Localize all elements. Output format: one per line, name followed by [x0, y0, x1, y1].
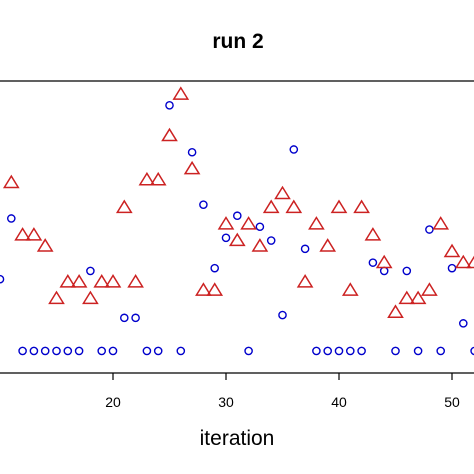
triangle-point: [274, 185, 291, 200]
triangle-point: [115, 199, 133, 214]
triangle-point: [387, 304, 404, 318]
circle-point: [458, 319, 468, 328]
triangle-point: [14, 227, 31, 241]
x-tick-label: 40: [331, 394, 347, 410]
circle-point: [391, 346, 400, 356]
circle-point: [29, 346, 39, 356]
x-axis-label: iteration: [200, 427, 275, 450]
triangle-point: [375, 254, 393, 269]
circle-point: [436, 346, 446, 356]
x-tick-label: 30: [218, 394, 234, 410]
triangle-point: [330, 199, 348, 214]
circle-point: [447, 263, 457, 273]
triangle-point: [421, 282, 438, 296]
triangle-point: [319, 238, 337, 252]
data-markers: [0, 86, 474, 356]
circle-point: [413, 346, 423, 356]
triangle-point: [183, 160, 201, 175]
circle-point: [334, 346, 344, 356]
circle-point: [368, 258, 378, 267]
circle-point: [357, 346, 366, 356]
triangle-point: [285, 199, 303, 214]
circle-point: [379, 266, 389, 276]
triangle-point: [341, 282, 359, 296]
circle-point: [470, 346, 474, 356]
triangle-point: [466, 255, 474, 269]
triangle-point: [172, 86, 190, 100]
triangle-point: [364, 227, 382, 241]
triangle-point: [228, 232, 246, 247]
circle-point: [187, 147, 197, 157]
x-axis: 20 30 40 50: [105, 373, 460, 410]
circle-point: [153, 346, 163, 356]
triangle-point: [48, 290, 65, 305]
triangle-point: [161, 127, 178, 142]
triangle-point: [240, 216, 257, 230]
circle-point: [86, 266, 95, 276]
circle-point: [244, 346, 253, 356]
circle-point: [74, 346, 84, 356]
circle-point: [40, 346, 50, 356]
circle-point: [255, 222, 265, 232]
circle-point: [345, 346, 355, 356]
circle-point: [278, 310, 287, 320]
circle-point: [108, 346, 118, 356]
circle-point: [425, 225, 434, 234]
triangle-point: [296, 274, 314, 288]
circle-point: [120, 313, 129, 323]
triangle-point: [251, 238, 269, 252]
triangle-point: [138, 171, 156, 186]
circle-point: [289, 145, 299, 154]
circle-point: [402, 266, 412, 276]
triangle-point: [217, 216, 235, 230]
triangle-point: [82, 290, 99, 305]
x-tick-label: 50: [444, 394, 460, 410]
circle-point: [142, 346, 152, 356]
triangle-point: [2, 174, 20, 189]
circle-point: [221, 233, 231, 243]
triangle-point: [25, 227, 43, 241]
circle-point: [210, 263, 219, 273]
triangle-point: [353, 199, 370, 214]
circle-point: [7, 214, 16, 223]
circle-point: [165, 101, 174, 110]
triangle-point: [409, 290, 427, 305]
triangle-point: [443, 243, 461, 258]
circle-point: [312, 346, 321, 356]
triangle-point: [195, 282, 212, 296]
circle-point: [266, 236, 276, 245]
circle-point: [18, 346, 27, 356]
triangle-point: [454, 254, 472, 269]
triangle-point: [308, 216, 325, 230]
triangle-point: [93, 274, 111, 288]
triangle-point: [149, 171, 167, 186]
circle-point: [0, 274, 5, 284]
triangle-point: [59, 274, 77, 288]
triangle-point: [432, 216, 450, 230]
circle-point: [176, 346, 186, 356]
chart-title: run 2: [212, 30, 263, 53]
circle-point: [323, 346, 333, 356]
circle-point: [232, 211, 242, 221]
circle-point: [131, 313, 140, 323]
triangle-point: [262, 199, 280, 214]
triangle-point: [206, 282, 224, 296]
plot-area: [0, 80, 474, 374]
circle-point: [300, 244, 310, 254]
x-tick-label: 20: [105, 394, 121, 410]
triangle-point: [70, 274, 88, 288]
triangle-point: [104, 274, 122, 288]
circle-point: [97, 346, 106, 356]
triangle-point: [127, 274, 144, 288]
circle-point: [199, 200, 208, 209]
triangle-point: [398, 290, 416, 305]
circle-point: [63, 346, 73, 356]
circle-point: [52, 346, 61, 356]
triangle-point: [36, 238, 54, 252]
